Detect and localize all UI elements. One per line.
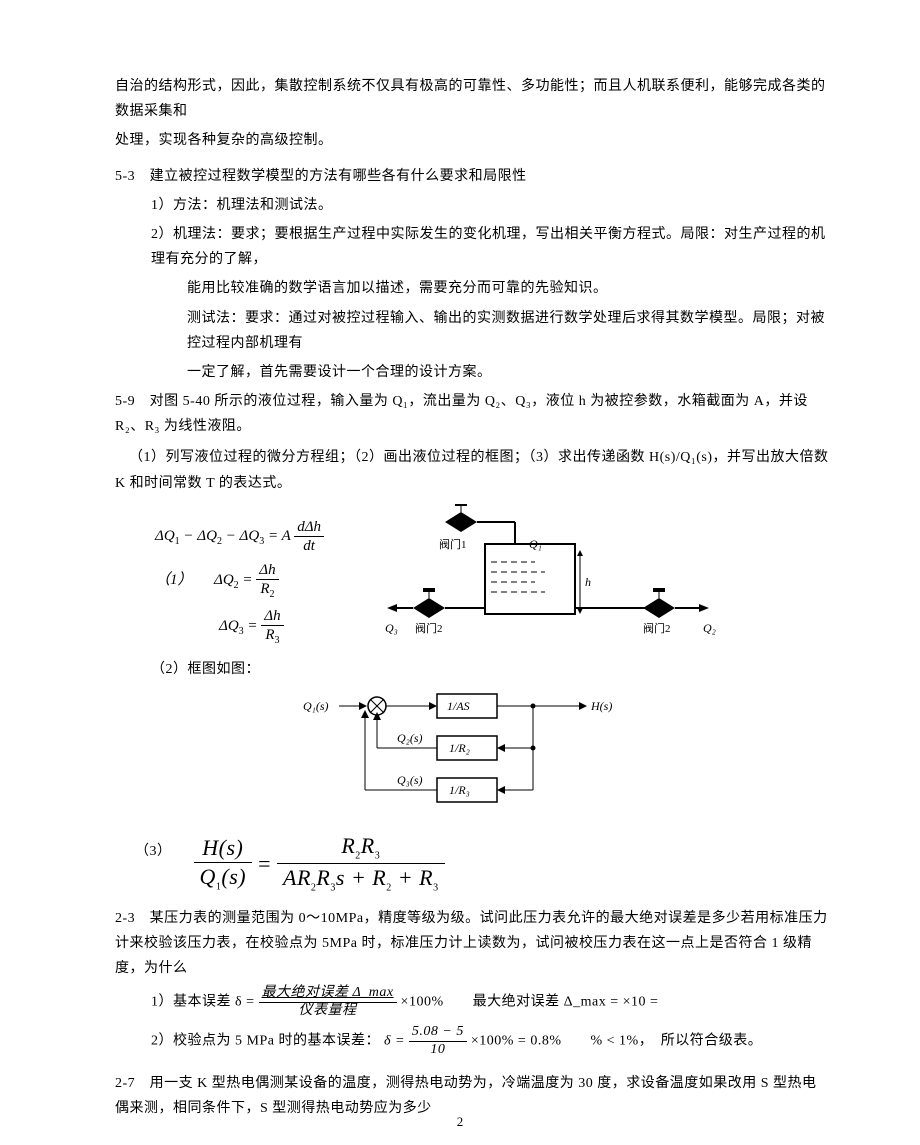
q5-3-title: 5-3 建立被控过程数学模型的方法有哪些各有什么要求和局限性 <box>115 164 830 189</box>
svg-text:Q₁(s): Q₁(s) <box>303 699 329 713</box>
svg-text:阀门2: 阀门2 <box>415 621 443 635</box>
svg-text:阀门2: 阀门2 <box>643 621 671 635</box>
eq-block: ΔQ1 − ΔQ2 − ΔQ3 = A dΔhdt （1） ΔQ2 = ΔhR2… <box>115 504 385 653</box>
block-diagram: Q₁(s) 1/AS H(s) 1/R₂ Q₂(s) <box>115 690 830 820</box>
eq3-lhs: ΔQ3 = <box>219 618 258 634</box>
tf-label: （3） <box>135 839 172 864</box>
svg-text:Q₂: Q₂ <box>703 621 716 635</box>
eq2-num: Δh <box>256 561 278 580</box>
svg-text:Q₃: Q₃ <box>385 621 398 635</box>
eq3-num: Δh <box>261 607 283 626</box>
eq2-lhs: ΔQ2 = <box>214 572 253 588</box>
svg-text:Q₂(s): Q₂(s) <box>397 731 423 745</box>
svg-text:阀门1: 阀门1 <box>439 537 467 551</box>
kuangtu-label: （2）框图如图： <box>115 657 830 682</box>
q2-3-a1-num: 最大绝对误差 Δ_max <box>259 985 397 1003</box>
svg-text:H(s): H(s) <box>590 699 612 713</box>
q5-3-a2b: 能用比较准确的数学语言加以描述，需要充分而可靠的先验知识。 <box>115 276 830 301</box>
intro-line1: 自治的结构形式，因此，集散控制系统不仅具有极高的可靠性、多功能性；而且人机联系便… <box>115 74 830 124</box>
q5-3-a3b: 一定了解，首先需要设计一个合理的设计方案。 <box>115 360 830 385</box>
page-number: 2 <box>0 1110 920 1133</box>
q5-3-a3a: 测试法：要求：通过对被控过程输入、输出的实测数据进行数学处理后求得其数学模型。局… <box>115 306 830 356</box>
eq2-den: R2 <box>256 580 278 601</box>
svg-text:1/AS: 1/AS <box>447 699 470 713</box>
tank-diagram: 阀门1 Q₁ h Q₃ 阀门2 <box>385 504 725 644</box>
svg-text:h: h <box>585 575 591 589</box>
svg-text:1/R₂: 1/R₂ <box>449 741 470 755</box>
q5-9-tasks: （1）列写液位过程的微分方程组；（2）画出液位过程的框图；（3）求出传递函数 H… <box>115 445 830 495</box>
q2-3-a2: 2）校验点为 5 MPa 时的基本误差： δ = 5.08 − 5 10 ×10… <box>115 1024 830 1059</box>
eq1: ΔQ1 − ΔQ2 − ΔQ3 = A <box>155 528 290 544</box>
eq1-num: dΔh <box>294 518 324 537</box>
q2-3-a1-den: 仪表量程 <box>259 1003 397 1020</box>
eq-label-1: （1） <box>155 567 193 594</box>
eq3-den: R3 <box>261 626 283 647</box>
tf-lden: Q1(s) <box>194 863 253 894</box>
q5-3-a1: 1）方法：机理法和测试法。 <box>115 193 830 218</box>
q2-3-title: 2-3 某压力表的测量范围为 0～10MPa，精度等级为级。试问此压力表允许的最… <box>115 906 830 982</box>
q2-3-a2-den: 10 <box>409 1042 467 1059</box>
q5-9-title: 5-9 对图 5-40 所示的液位过程，输入量为 Q₁，流出量为 Q₂、Q₃，液… <box>115 389 830 439</box>
tf-rnum: R2R3 <box>277 832 445 864</box>
tf-row: （3） H(s) Q1(s) = R2R3 AR2R3s + R2 + R3 <box>115 832 830 896</box>
tf-rden: AR2R3s + R2 + R3 <box>277 864 445 895</box>
svg-text:Q₃(s): Q₃(s) <box>397 773 423 787</box>
q2-3-a1: 1）基本误差 δ = 最大绝对误差 Δ_max 仪表量程 ×100% 最大绝对误… <box>115 985 830 1020</box>
q5-3-a2a: 2）机理法：要求；要根据生产过程中实际发生的变化机理，写出相关平衡方程式。局限：… <box>115 222 830 272</box>
svg-text:1/R₃: 1/R₃ <box>449 783 470 797</box>
intro-line2: 处理，实现各种复杂的高级控制。 <box>115 128 830 153</box>
eq1-den: dt <box>294 537 324 555</box>
q2-3-a2-num: 5.08 − 5 <box>409 1024 467 1042</box>
tf-lnum: H(s) <box>194 834 253 863</box>
